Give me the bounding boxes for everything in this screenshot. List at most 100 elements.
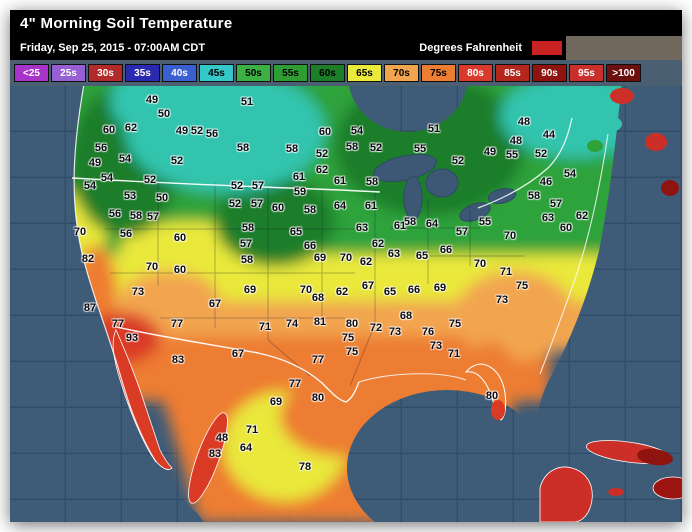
soil-temperature-map-card: 4" Morning Soil Temperature Friday, Sep …	[10, 10, 682, 522]
station-temp: 58	[345, 141, 359, 153]
station-temp: 66	[407, 284, 421, 296]
station-temp: 54	[563, 168, 577, 180]
baja-california	[112, 329, 173, 470]
station-temp: 75	[448, 318, 462, 330]
great-lakes	[373, 154, 517, 222]
station-temp: 55	[413, 143, 427, 155]
station-temp: 80	[485, 390, 499, 402]
legend-item-25s: 25s	[51, 64, 86, 82]
map-canvas	[10, 86, 682, 522]
station-temp: 54	[350, 125, 364, 137]
station-temp: 61	[333, 175, 347, 187]
border-lines	[71, 86, 609, 463]
station-temp: 49	[145, 94, 159, 106]
legend-item-85s: 85s	[495, 64, 530, 82]
station-temp: 59	[293, 186, 307, 198]
station-temp: 71	[258, 321, 272, 333]
legend-item-75s: 75s	[421, 64, 456, 82]
station-temp: 60	[173, 264, 187, 276]
station-temp: 57	[251, 180, 265, 192]
station-temp: 70	[299, 284, 313, 296]
station-temp: 55	[505, 149, 519, 161]
station-temp: 87	[83, 302, 97, 314]
station-temp: 69	[433, 282, 447, 294]
station-temp: 93	[125, 332, 139, 344]
station-temp: 58	[303, 204, 317, 216]
legend-item-80s: 80s	[458, 64, 493, 82]
station-temp: 61	[393, 220, 407, 232]
station-temp: 57	[239, 238, 253, 250]
atlantic-coastline	[539, 133, 609, 375]
station-temp: 60	[173, 232, 187, 244]
station-temp: 64	[425, 218, 439, 230]
atlantic-patch-2	[645, 133, 667, 151]
station-temp: 60	[271, 202, 285, 214]
station-temp: 73	[429, 340, 443, 352]
station-temp: 57	[250, 198, 264, 210]
legend-item-50s: 50s	[236, 64, 271, 82]
pacific-coastline	[73, 86, 157, 463]
station-temp: 57	[549, 198, 563, 210]
station-temp: 63	[355, 222, 369, 234]
station-temp: 67	[231, 348, 245, 360]
station-temp: 75	[515, 280, 529, 292]
jamaica-island	[608, 488, 624, 496]
station-temp: 77	[111, 318, 125, 330]
station-temp: 62	[124, 122, 138, 134]
station-temp: 77	[311, 354, 325, 366]
station-temp: 62	[359, 256, 373, 268]
station-temp: 73	[388, 326, 402, 338]
station-temp: 54	[118, 153, 132, 165]
legend-item-gt-100: >100	[606, 64, 641, 82]
station-temp: 81	[313, 316, 327, 328]
station-temp: 49	[483, 146, 497, 158]
station-temp: 72	[369, 322, 383, 334]
legend-item-90s: 90s	[532, 64, 567, 82]
station-temp: 69	[313, 252, 327, 264]
station-temp: 56	[94, 142, 108, 154]
station-temp: 54	[100, 172, 114, 184]
station-temp: 68	[311, 292, 325, 304]
station-temp: 58	[236, 142, 250, 154]
station-temp: 56	[119, 228, 133, 240]
station-temp: 83	[208, 448, 222, 460]
station-temp: 67	[208, 298, 222, 310]
station-temp: 44	[542, 129, 556, 141]
station-temp: 65	[289, 226, 303, 238]
station-temp: 62	[335, 286, 349, 298]
station-temp: 48	[517, 116, 531, 128]
station-temp: 48	[215, 432, 229, 444]
station-temp: 52	[170, 155, 184, 167]
station-temp: 56	[108, 208, 122, 220]
header-corner-block	[566, 36, 682, 60]
st-lawrence-line	[477, 117, 573, 209]
station-layer: 49 50 51 60 62 49 52 56 60 54 51 48 44 48 56 54 52 58 58 52…	[10, 86, 682, 522]
station-temp: 48	[509, 135, 523, 147]
station-temp: 70	[339, 252, 353, 264]
station-temp: 55	[478, 216, 492, 228]
ocean-cover	[10, 86, 682, 522]
station-temp: 75	[341, 332, 355, 344]
station-temp: 60	[559, 222, 573, 234]
station-temp: 51	[427, 123, 441, 135]
florida-peninsula	[464, 363, 507, 421]
station-temp: 71	[447, 348, 461, 360]
station-temp: 83	[171, 354, 185, 366]
legend-item-65s: 65s	[347, 64, 382, 82]
station-temp: 52	[369, 142, 383, 154]
station-temp: 80	[345, 318, 359, 330]
legend-item-95s: 95s	[569, 64, 604, 82]
station-temp: 65	[415, 250, 429, 262]
legend-item-55s: 55s	[273, 64, 308, 82]
map-area: 49 50 51 60 62 49 52 56 60 54 51 48 44 48 56 54 52 58 58 52…	[10, 86, 682, 522]
station-temp: 61	[364, 200, 378, 212]
station-temp: 63	[541, 212, 555, 224]
station-temp: 49	[88, 157, 102, 169]
station-temp: 70	[473, 258, 487, 270]
station-temp: 52	[190, 125, 204, 137]
station-temp: 51	[240, 96, 254, 108]
station-temp: 77	[170, 318, 184, 330]
station-temp: 64	[239, 442, 253, 454]
station-temp: 70	[145, 261, 159, 273]
legend-item-35s: 35s	[125, 64, 160, 82]
